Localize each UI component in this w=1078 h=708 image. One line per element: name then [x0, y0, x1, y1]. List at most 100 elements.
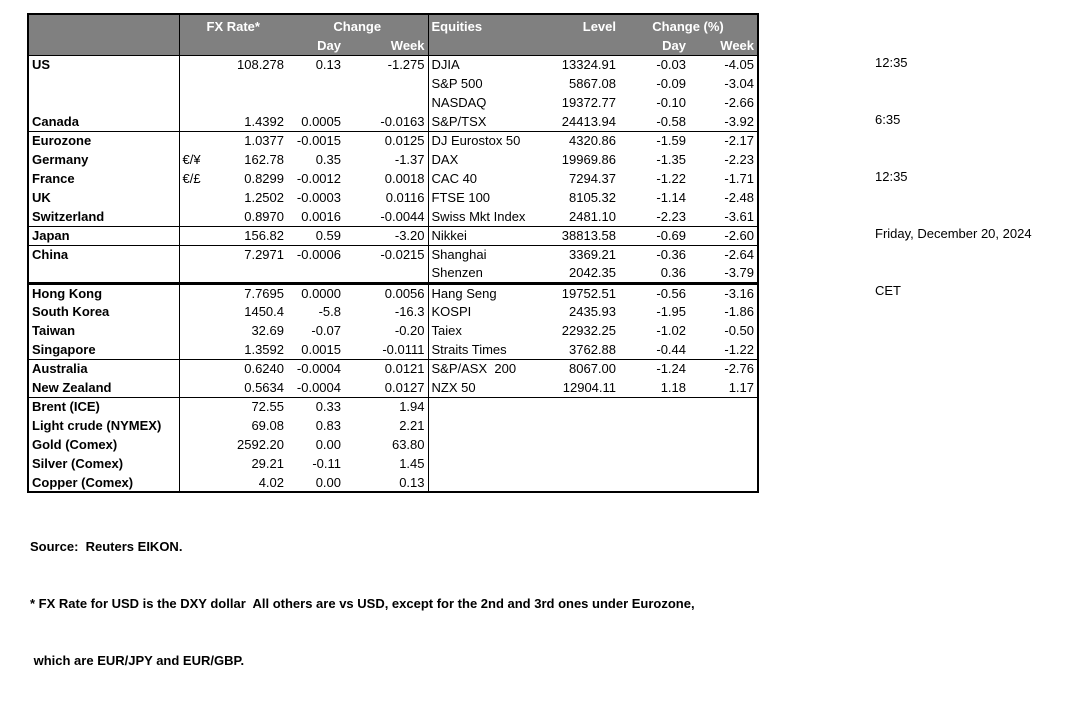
- equity-name-cell: Hang Seng: [427, 283, 547, 302]
- time-line-3: 12:35: [875, 169, 908, 184]
- equity-week-change-cell: [689, 473, 758, 492]
- fx-rate-cell: 0.8970: [207, 207, 287, 227]
- equity-week-change-cell: [689, 397, 758, 416]
- equity-name-cell: S&P/TSX: [427, 112, 547, 132]
- equity-level-cell: 5867.08: [569, 76, 617, 91]
- country-cell: France: [32, 171, 75, 186]
- equity-day-change-cell: -0.36: [656, 247, 687, 263]
- equity-day-change-cell: -1.14: [656, 190, 687, 205]
- time-line-1: 12:35: [875, 55, 908, 70]
- equity-name-cell: FTSE 100: [427, 188, 547, 207]
- fx-day-header: Day: [287, 37, 344, 56]
- fx-day-change-cell: 0.00: [315, 474, 341, 490]
- fx-rate-cell: 1.0377: [244, 133, 284, 149]
- fx-pair-symbol-cell: [178, 378, 207, 398]
- equity-week-change-cell: -2.48: [724, 190, 755, 205]
- fx-rate-cell: 7.7695: [244, 285, 284, 301]
- fx-rate-note-line-2: which are EUR/JPY and EUR/GBP.: [30, 653, 245, 668]
- time-line-2: 6:35: [875, 112, 901, 127]
- fx-week-change-cell: -0.20: [394, 323, 425, 338]
- fx-day-change-cell: 0.00: [315, 437, 341, 452]
- table-row: Germany €/¥ 162.78 0.35 -1.37 DAX 19969.86 -1.3…: [28, 150, 758, 169]
- equity-week-change-cell: -2.60: [689, 226, 759, 246]
- blank-header-cell: [546, 37, 620, 56]
- country-cell: Brent (ICE): [32, 399, 100, 415]
- fx-pair-symbol-cell: [178, 340, 207, 360]
- equity-level-cell: 38813.58: [546, 226, 620, 246]
- fx-week-change-cell: -0.0044: [344, 207, 429, 227]
- table-row: Taiwan 32.69 -0.07 -0.20 Taiex 22932.25 -1.02 -…: [28, 321, 758, 340]
- fx-week-change-cell: 63.80: [391, 437, 425, 452]
- country-cell: South Korea: [32, 304, 110, 319]
- equities-header: Equities: [427, 14, 547, 37]
- fx-pair-symbol-cell: [178, 55, 207, 74]
- equity-name-cell: DJ Eurostox 50: [427, 131, 547, 150]
- equity-week-change-cell: [689, 454, 758, 473]
- country-cell: Switzerland: [28, 207, 179, 227]
- fx-week-change-cell: 0.0121: [384, 361, 425, 377]
- equity-day-change-cell: -1.22: [656, 171, 687, 186]
- country-cell: Japan: [28, 226, 179, 246]
- equity-level-cell: 2481.10: [546, 207, 620, 227]
- equity-week-change-cell: -3.16: [724, 285, 755, 301]
- equity-level-cell: 8067.00: [569, 361, 617, 377]
- fx-week-change-cell: -1.37: [394, 152, 425, 167]
- equity-change-pct-header: Change (%): [619, 14, 759, 37]
- clock-block: 12:35 6:35 12:35 Friday, December 20, 20…: [875, 15, 1032, 338]
- equity-week-change-cell: -2.23: [724, 152, 755, 167]
- fx-day-change-cell: 0.0015: [287, 340, 344, 360]
- fx-week-change-cell: [344, 74, 428, 93]
- market-summary-sheet: FX Rate* Change Equities Level Change (%…: [27, 13, 1032, 668]
- fx-day-change-cell: 0.59: [287, 226, 344, 246]
- fx-pair-symbol-cell: [178, 131, 207, 150]
- country-cell: Taiwan: [32, 323, 76, 338]
- fx-pair-symbol-cell: [178, 264, 207, 285]
- equity-name-cell: S&P 500: [427, 74, 547, 93]
- fx-rate-cell: 7.2971: [244, 247, 284, 263]
- equity-day-change-cell: [619, 397, 689, 416]
- equity-day-change-cell: -0.44: [619, 340, 690, 360]
- equity-day-header: Day: [619, 37, 690, 56]
- country-cell: UK: [32, 190, 51, 205]
- table-body: US 108.278 0.13 -1.275 DJIA 13324.91 -0.03 -4.0…: [28, 55, 759, 492]
- equity-day-change-cell: [619, 473, 689, 492]
- equity-name-cell: Swiss Mkt Index: [427, 207, 547, 227]
- fx-day-change-cell: 0.33: [315, 399, 341, 415]
- header-row-1: FX Rate* Change Equities Level Change (%…: [28, 14, 759, 37]
- blank-header-cell: [427, 37, 547, 56]
- fx-rate-cell: 1.3592: [207, 340, 287, 360]
- equity-level-cell: 19372.77: [561, 95, 617, 110]
- equity-day-change-cell: [619, 435, 689, 454]
- fx-week-change-cell: 1.94: [399, 399, 425, 415]
- table-row: Light crude (NYMEX) 69.08 0.83 2.21: [28, 416, 758, 435]
- table-row: NASDAQ 19372.77 -0.10 -2.66: [28, 93, 758, 112]
- fx-rate-cell: 29.21: [251, 456, 284, 471]
- fx-day-change-cell: -0.0003: [296, 190, 341, 205]
- corner-cell-2: [28, 37, 179, 56]
- equity-day-change-cell: -0.58: [619, 112, 690, 132]
- equity-week-change-cell: 1.17: [689, 378, 759, 398]
- equity-week-change-cell: -1.22: [689, 340, 759, 360]
- equity-day-change-cell: -1.24: [656, 361, 687, 377]
- equity-level-cell: 13324.91: [561, 57, 617, 73]
- fx-rate-cell: [207, 264, 287, 285]
- equity-level-cell: 4320.86: [569, 133, 617, 149]
- fx-day-change-cell: 0.0005: [287, 112, 344, 132]
- equity-level-cell: 24413.94: [546, 112, 620, 132]
- equity-week-change-cell: -2.66: [724, 95, 755, 110]
- equity-week-change-cell: -3.79: [689, 264, 759, 285]
- fx-week-change-cell: [344, 264, 429, 285]
- table-row: China 7.2971 -0.0006 -0.0215 Shanghai 3369.21…: [28, 245, 758, 264]
- equity-day-change-cell: -0.56: [656, 285, 687, 301]
- equity-week-change-cell: -2.64: [724, 247, 755, 263]
- fx-pair-symbol-cell: €/¥: [178, 150, 207, 169]
- fx-week-change-cell: -1.275: [387, 57, 425, 73]
- fx-day-change-cell: [287, 264, 344, 285]
- fx-week-change-cell: 0.0125: [384, 133, 425, 149]
- fx-rate-cell: 69.08: [251, 418, 284, 433]
- country-cell: Gold (Comex): [32, 437, 118, 452]
- equity-level-cell: [546, 473, 619, 492]
- fx-pair-symbol-cell: [178, 245, 207, 264]
- equity-day-change-cell: -0.09: [656, 76, 687, 91]
- fx-pair-symbol-cell: [178, 416, 207, 435]
